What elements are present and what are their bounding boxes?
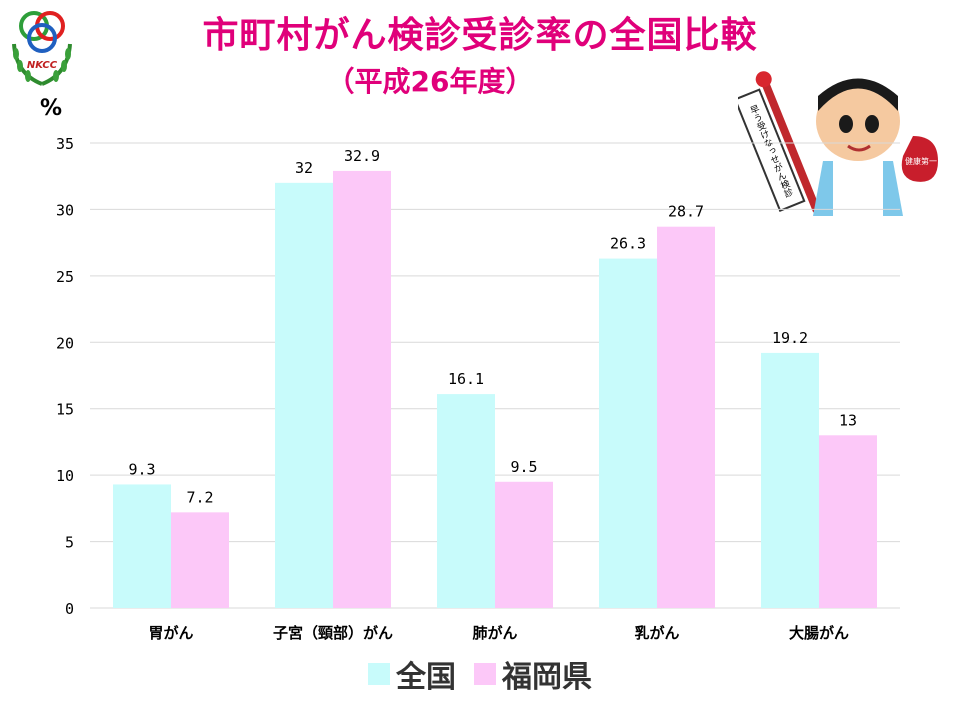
- x-category-label: 肺がん: [472, 624, 517, 642]
- y-tick-label: 5: [65, 534, 74, 552]
- mascot-illustration: 早う受けなっせがん検診 健康第一: [738, 66, 948, 226]
- y-tick-label: 0: [65, 600, 74, 618]
- y-tick-label: 35: [56, 135, 74, 153]
- y-tick-label: 30: [56, 201, 74, 219]
- bar-fukuoka: [171, 512, 229, 608]
- bar-national: [599, 258, 657, 608]
- x-category-label: 乳がん: [634, 624, 679, 642]
- y-tick-label: 25: [56, 268, 74, 286]
- bar-fukuoka: [333, 170, 391, 608]
- x-category-label: 胃がん: [148, 624, 193, 642]
- nkcc-logo: NKCC: [12, 11, 72, 86]
- y-tick-label: 10: [56, 467, 74, 485]
- bar-national: [113, 484, 171, 608]
- legend-label-national: 全国: [396, 660, 456, 695]
- data-label: 7.2: [186, 488, 213, 506]
- y-tick-label: 15: [56, 401, 74, 419]
- data-label: 32.9: [344, 147, 380, 165]
- bar-national: [761, 352, 819, 608]
- data-label: 28.7: [668, 203, 704, 221]
- data-label: 19.2: [772, 329, 808, 347]
- bar-fukuoka: [819, 435, 877, 608]
- data-label: 26.3: [610, 235, 646, 253]
- bar-fukuoka: [657, 226, 715, 608]
- data-label: 13: [839, 411, 857, 429]
- y-tick-label: 20: [56, 334, 74, 352]
- legend-item-national: 全国: [368, 652, 456, 696]
- bar-national: [275, 182, 333, 608]
- page-subtitle: （平成26年度）: [326, 65, 534, 98]
- legend-item-fukuoka: 福岡県: [474, 652, 592, 696]
- data-label: 32: [295, 159, 313, 177]
- bar-fukuoka: [495, 481, 553, 608]
- legend-label-fukuoka: 福岡県: [502, 660, 592, 695]
- data-label: 9.3: [128, 460, 155, 478]
- page-title: 市町村がん検診受診率の全国比較: [202, 15, 758, 56]
- legend-swatch-fukuoka: [474, 663, 496, 685]
- chart-legend: 全国 福岡県: [0, 652, 960, 696]
- bar-national: [437, 394, 495, 608]
- x-category-label: 大腸がん: [789, 624, 849, 642]
- data-label: 16.1: [448, 370, 484, 388]
- logo-text: NKCC: [27, 60, 58, 71]
- legend-swatch-national: [368, 663, 390, 685]
- mascot-badge-text: 健康第一: [905, 156, 937, 166]
- x-category-label: 子宮（頸部）がん: [273, 624, 393, 642]
- y-axis-unit: %: [40, 96, 63, 121]
- data-label: 9.5: [510, 458, 537, 476]
